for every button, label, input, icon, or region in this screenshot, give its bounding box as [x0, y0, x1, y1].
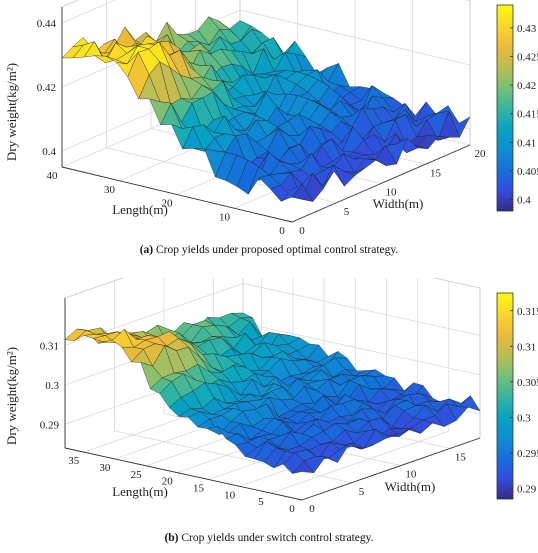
colorbar-tick-label: 0.415	[517, 109, 538, 121]
box-edge	[432, 278, 481, 289]
colorbar-tick-label: 0.41	[517, 137, 536, 149]
y-tick-label: 0	[299, 225, 305, 237]
z-axis-label: Dry weight(kg/m²)	[4, 347, 19, 445]
surface-patch	[280, 184, 303, 202]
surface-patch	[291, 460, 315, 474]
colorbar-b: 0.29 0.295 0.3 0.305 0.31 0.315	[496, 292, 538, 500]
y-tick-label: 10	[386, 187, 398, 199]
caption-a: (a) Crop yields under proposed optimal c…	[0, 244, 538, 256]
colorbar-tick-label: 0.43	[517, 23, 537, 35]
colorbar-tick-label: 0.295	[517, 448, 538, 460]
y-tick-label: 15	[455, 451, 467, 463]
colorbar-tick-label: 0.42	[517, 80, 536, 92]
x-tick-label: 40	[47, 170, 59, 182]
x-axis-line	[64, 447, 303, 501]
colorbar-gradient	[496, 4, 514, 212]
z-tick-label: 0.44	[37, 18, 57, 30]
z-tick-label: 0.4	[42, 146, 56, 158]
y-tick-label: 20	[475, 148, 487, 160]
colorbar-gradient	[496, 292, 514, 500]
z-tick-label: 0.42	[37, 82, 56, 94]
surface-b	[64, 312, 481, 474]
colorbar-tick-label: 0.425	[517, 52, 538, 64]
caption-b: (b) Crop yields under switch control str…	[0, 532, 538, 544]
x-tick-label: 5	[258, 496, 264, 508]
z-tick-label: 0.31	[40, 340, 59, 352]
caption-text-a: Crop yields under proposed optimal contr…	[155, 244, 399, 256]
colorbar-tick-label: 0.315	[517, 306, 538, 318]
x-tick-label: 0	[279, 225, 285, 237]
y-axis-label: Width(m)	[373, 196, 424, 211]
y-tick-label: 5	[344, 206, 350, 218]
colorbar-tick-label: 0.4	[517, 195, 531, 207]
z-tick-label: 0.29	[40, 419, 60, 431]
panel-a: 0 10 20 30 40 0 5 10 15 20 0.4 0.42 0.44 Length(m) Wid…	[0, 0, 538, 275]
y-axis-label: Width(m)	[385, 479, 436, 494]
colorbar-tick-label: 0.31	[517, 341, 536, 353]
x-tick-label: 10	[219, 211, 231, 223]
grid-line	[270, 281, 450, 494]
colorbar-tick-label: 0.3	[517, 412, 531, 424]
x-tick-label: 30	[99, 462, 111, 474]
x-tick-label: 0	[289, 503, 295, 515]
y-tick-label: 15	[430, 167, 442, 179]
grid-line	[61, 0, 471, 24]
x-axis-label: Length(m)	[112, 484, 168, 499]
axes-a: 0 10 20 30 40 0 5 10 15 20 0.4 0.42 0.44 Length(m) Wid…	[4, 0, 486, 237]
axes-b: 0 5 10 15 20 25 30 35 0 5 10 15 0.29 0.3 0.31 Length(m)…	[4, 278, 481, 515]
y-tick-label: 5	[359, 486, 365, 498]
y-axis-line	[291, 144, 471, 223]
y-tick-label: 0	[309, 503, 315, 515]
x-tick-label: 10	[224, 489, 236, 501]
y-tick-label: 10	[405, 469, 417, 481]
x-tick-label: 20	[162, 476, 174, 488]
caption-letter-a: (a)	[139, 244, 154, 256]
x-tick-label: 30	[104, 184, 116, 196]
x-tick-label: 20	[162, 198, 174, 210]
y-axis-line	[301, 437, 481, 501]
x-tick-label: 35	[68, 455, 80, 467]
grid-line	[106, 0, 337, 204]
colorbar-tick-label: 0.305	[517, 377, 538, 389]
x-axis-line	[61, 166, 293, 223]
z-axis-label: Dry weight(kg/m²)	[4, 63, 19, 161]
box-edge	[64, 278, 124, 299]
caption-letter-b: (b)	[164, 532, 179, 544]
caption-text-b: Crop yields under switch control strateg…	[181, 532, 374, 544]
panel-b: 0 5 10 15 20 25 30 35 0 5 10 15 0.29 0.3 0.31 Length(m)…	[0, 278, 538, 553]
x-tick-label: 15	[193, 482, 205, 494]
x-tick-label: 25	[131, 469, 143, 481]
colorbar-tick-label: 0.29	[517, 483, 537, 495]
colorbar-a: 0.4 0.405 0.41 0.415 0.42 0.425 0.43	[496, 4, 538, 212]
surface-a	[61, 16, 471, 202]
surface-plot-b: 0 5 10 15 20 25 30 35 0 5 10 15 0.29 0.3 0.31 Length(m)…	[4, 278, 538, 515]
x-axis-label: Length(m)	[112, 202, 168, 217]
colorbar-tick-label: 0.405	[517, 166, 538, 178]
surface-plot-a: 0 10 20 30 40 0 5 10 15 20 0.4 0.42 0.44 Length(m) Wid…	[4, 0, 538, 237]
z-tick-label: 0.3	[45, 380, 59, 392]
